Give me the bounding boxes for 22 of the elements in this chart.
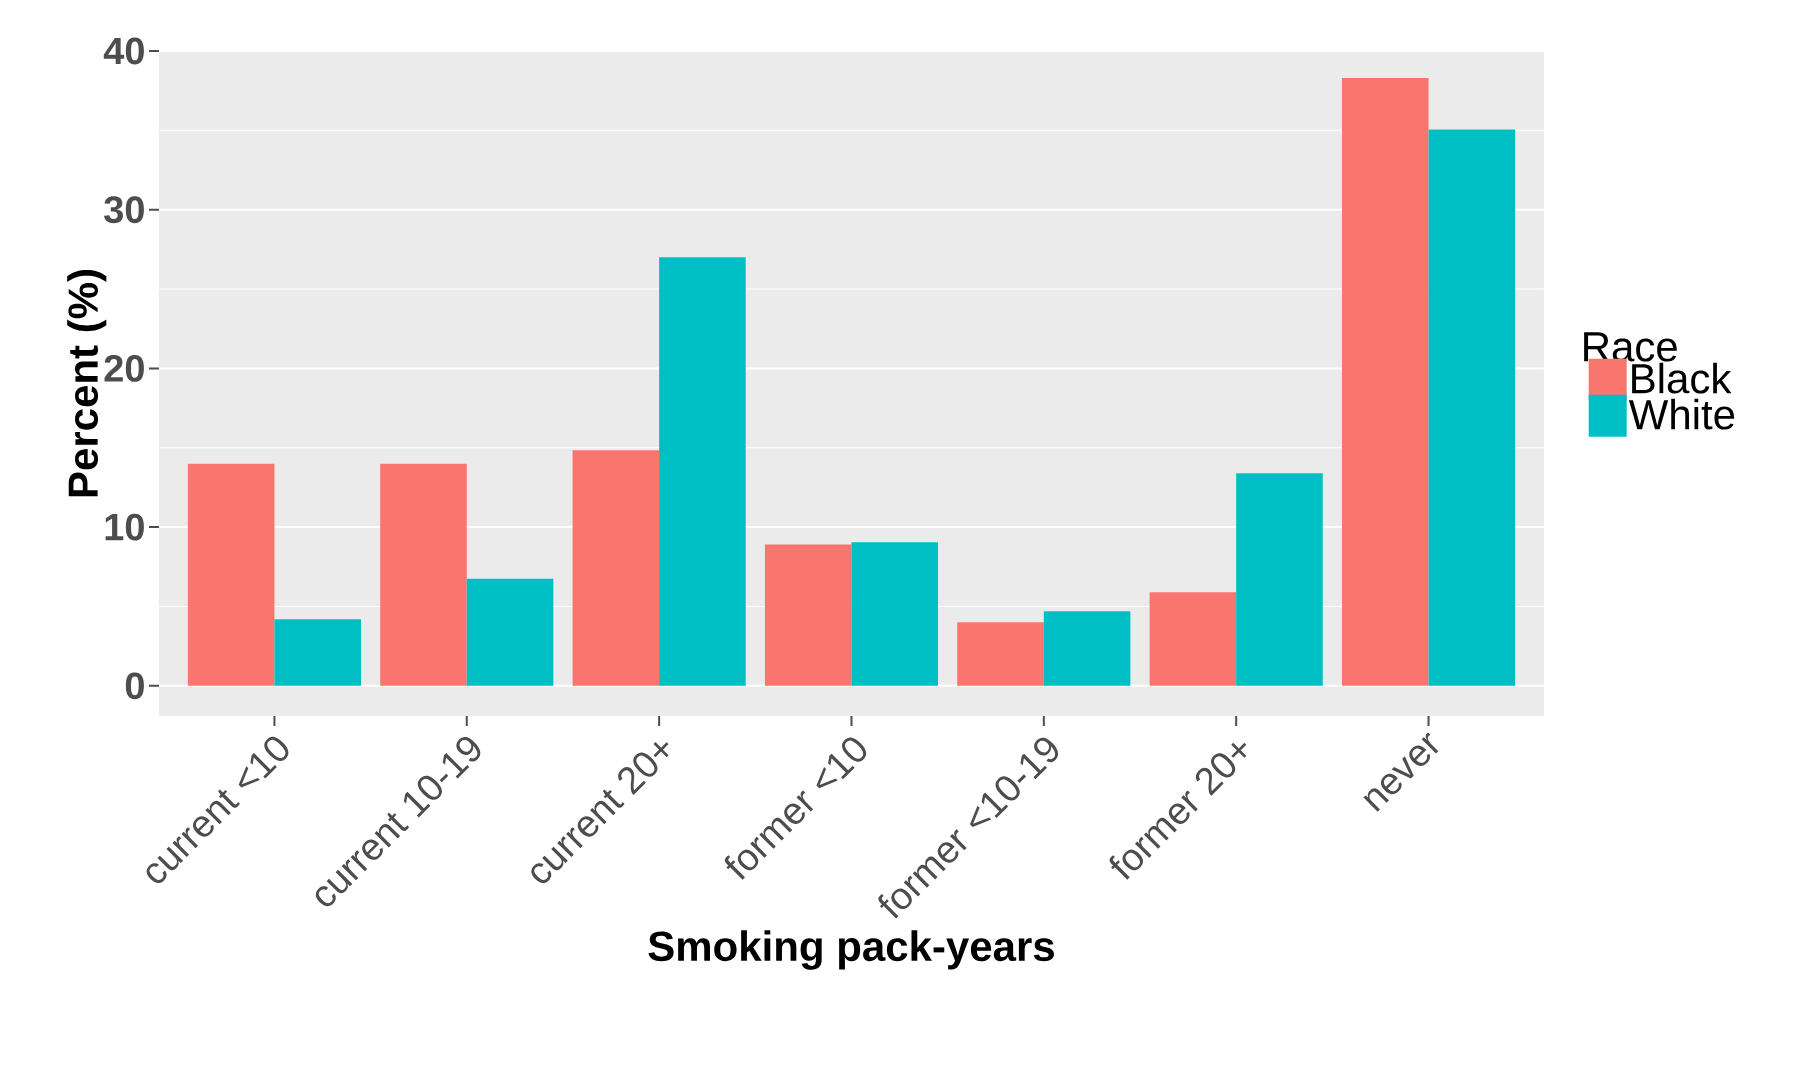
bar — [1149, 592, 1237, 686]
bar — [957, 622, 1044, 686]
bar — [851, 542, 939, 686]
bar — [466, 578, 554, 686]
legend-label: White — [1628, 398, 1735, 430]
x-axis-title: Smoking pack-years — [648, 930, 1054, 970]
legend-label: Black — [1632, 362, 1732, 394]
bar — [380, 463, 467, 686]
y-tick-label: 0 — [125, 672, 144, 700]
bar — [274, 619, 361, 686]
bar — [187, 463, 275, 686]
bar — [572, 450, 660, 686]
bar — [1341, 77, 1429, 686]
bar — [1428, 129, 1516, 686]
y-tick-label: 30 — [104, 196, 144, 224]
y-tick-label: 10 — [105, 513, 144, 541]
bar — [764, 544, 852, 686]
bar — [1043, 611, 1131, 686]
bar — [1236, 473, 1323, 686]
bar — [659, 257, 746, 686]
y-tick-label: 40 — [103, 37, 144, 65]
legend-title: Race — [1584, 332, 1677, 362]
